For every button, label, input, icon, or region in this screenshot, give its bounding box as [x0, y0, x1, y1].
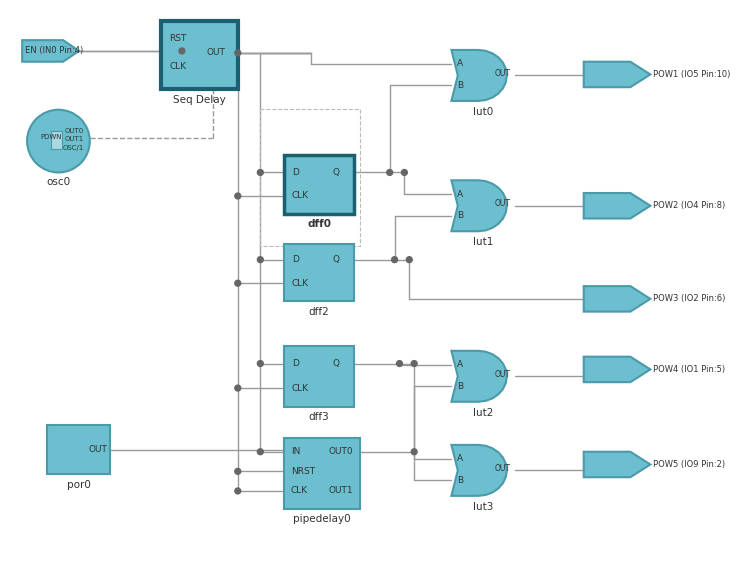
Text: dff3: dff3: [309, 412, 330, 422]
Bar: [283, 346, 355, 407]
Text: D: D: [292, 168, 298, 177]
Text: POW3 (IO2 Pin:6): POW3 (IO2 Pin:6): [653, 294, 726, 304]
Text: A: A: [457, 190, 464, 198]
Text: lut0: lut0: [473, 106, 494, 116]
Circle shape: [411, 449, 417, 455]
Text: OUT0: OUT0: [64, 128, 84, 135]
Circle shape: [406, 257, 412, 263]
Text: pipedelay0: pipedelay0: [293, 514, 351, 524]
Text: POW2 (IO4 Pin:8): POW2 (IO4 Pin:8): [653, 201, 726, 210]
Polygon shape: [452, 351, 507, 402]
Text: RST: RST: [169, 34, 186, 43]
Text: B: B: [457, 381, 464, 391]
Text: PDWN: PDWN: [41, 134, 62, 140]
Text: osc0: osc0: [46, 177, 70, 187]
Text: dff2: dff2: [309, 307, 330, 316]
Text: CLK: CLK: [169, 62, 186, 71]
Text: D: D: [292, 255, 298, 264]
Polygon shape: [583, 61, 650, 87]
Circle shape: [257, 257, 263, 263]
Circle shape: [235, 469, 241, 474]
Circle shape: [179, 48, 185, 54]
Text: POW4 (IO1 Pin:5): POW4 (IO1 Pin:5): [653, 365, 726, 374]
Text: CLK: CLK: [291, 487, 308, 495]
Text: A: A: [457, 454, 464, 463]
Circle shape: [235, 488, 241, 494]
Circle shape: [411, 360, 417, 366]
Text: Q: Q: [333, 255, 340, 264]
Text: B: B: [457, 211, 464, 220]
Text: Q: Q: [333, 168, 340, 177]
Text: OUT: OUT: [494, 199, 511, 208]
Text: NRST: NRST: [291, 467, 315, 476]
Text: POW1 (IO5 Pin:10): POW1 (IO5 Pin:10): [653, 70, 731, 79]
Text: CLK: CLK: [292, 384, 309, 393]
Bar: [260, 109, 361, 246]
Circle shape: [392, 257, 397, 263]
Circle shape: [235, 280, 241, 286]
Text: OUT: OUT: [89, 445, 108, 455]
Text: OUT1: OUT1: [329, 487, 354, 495]
Circle shape: [402, 170, 408, 175]
Polygon shape: [583, 286, 650, 312]
Circle shape: [257, 360, 263, 366]
Text: B: B: [457, 476, 464, 484]
Bar: [51, 131, 62, 149]
Polygon shape: [452, 180, 507, 231]
Bar: [283, 155, 355, 214]
Text: Q: Q: [333, 359, 340, 368]
Text: OUT1: OUT1: [64, 136, 84, 142]
Text: lut3: lut3: [473, 501, 494, 512]
Text: EN (IN0 Pin:4): EN (IN0 Pin:4): [25, 46, 83, 56]
Text: A: A: [457, 59, 464, 68]
Text: dff0: dff0: [307, 219, 331, 229]
Polygon shape: [22, 40, 79, 61]
Polygon shape: [452, 50, 507, 101]
Text: lut2: lut2: [473, 408, 494, 418]
Text: CLK: CLK: [292, 278, 309, 288]
Bar: [46, 425, 111, 474]
Polygon shape: [583, 452, 650, 477]
Text: OUT: OUT: [494, 464, 511, 473]
Circle shape: [235, 193, 241, 199]
Circle shape: [235, 50, 241, 56]
Text: OUT: OUT: [494, 370, 511, 379]
Text: OSC/1: OSC/1: [62, 145, 84, 151]
Bar: [283, 244, 355, 301]
Text: OUT: OUT: [206, 49, 225, 57]
Polygon shape: [583, 357, 650, 382]
Bar: [283, 438, 361, 508]
Text: OUT: OUT: [494, 69, 511, 78]
Circle shape: [387, 170, 393, 175]
Circle shape: [27, 110, 90, 173]
Text: D: D: [292, 359, 298, 368]
Text: POW5 (IO9 Pin:2): POW5 (IO9 Pin:2): [653, 460, 726, 469]
Text: Seq Delay: Seq Delay: [174, 95, 226, 105]
Polygon shape: [452, 445, 507, 496]
Text: OUT0: OUT0: [329, 448, 354, 456]
Bar: [162, 20, 238, 89]
Circle shape: [257, 449, 263, 455]
Circle shape: [235, 385, 241, 391]
Text: por0: por0: [67, 480, 91, 490]
Text: A: A: [457, 360, 464, 369]
Text: IN: IN: [291, 448, 300, 456]
Polygon shape: [583, 193, 650, 219]
Text: B: B: [457, 81, 464, 90]
Text: CLK: CLK: [292, 191, 309, 201]
Circle shape: [257, 170, 263, 175]
Circle shape: [396, 360, 402, 366]
Text: lut1: lut1: [473, 237, 494, 247]
